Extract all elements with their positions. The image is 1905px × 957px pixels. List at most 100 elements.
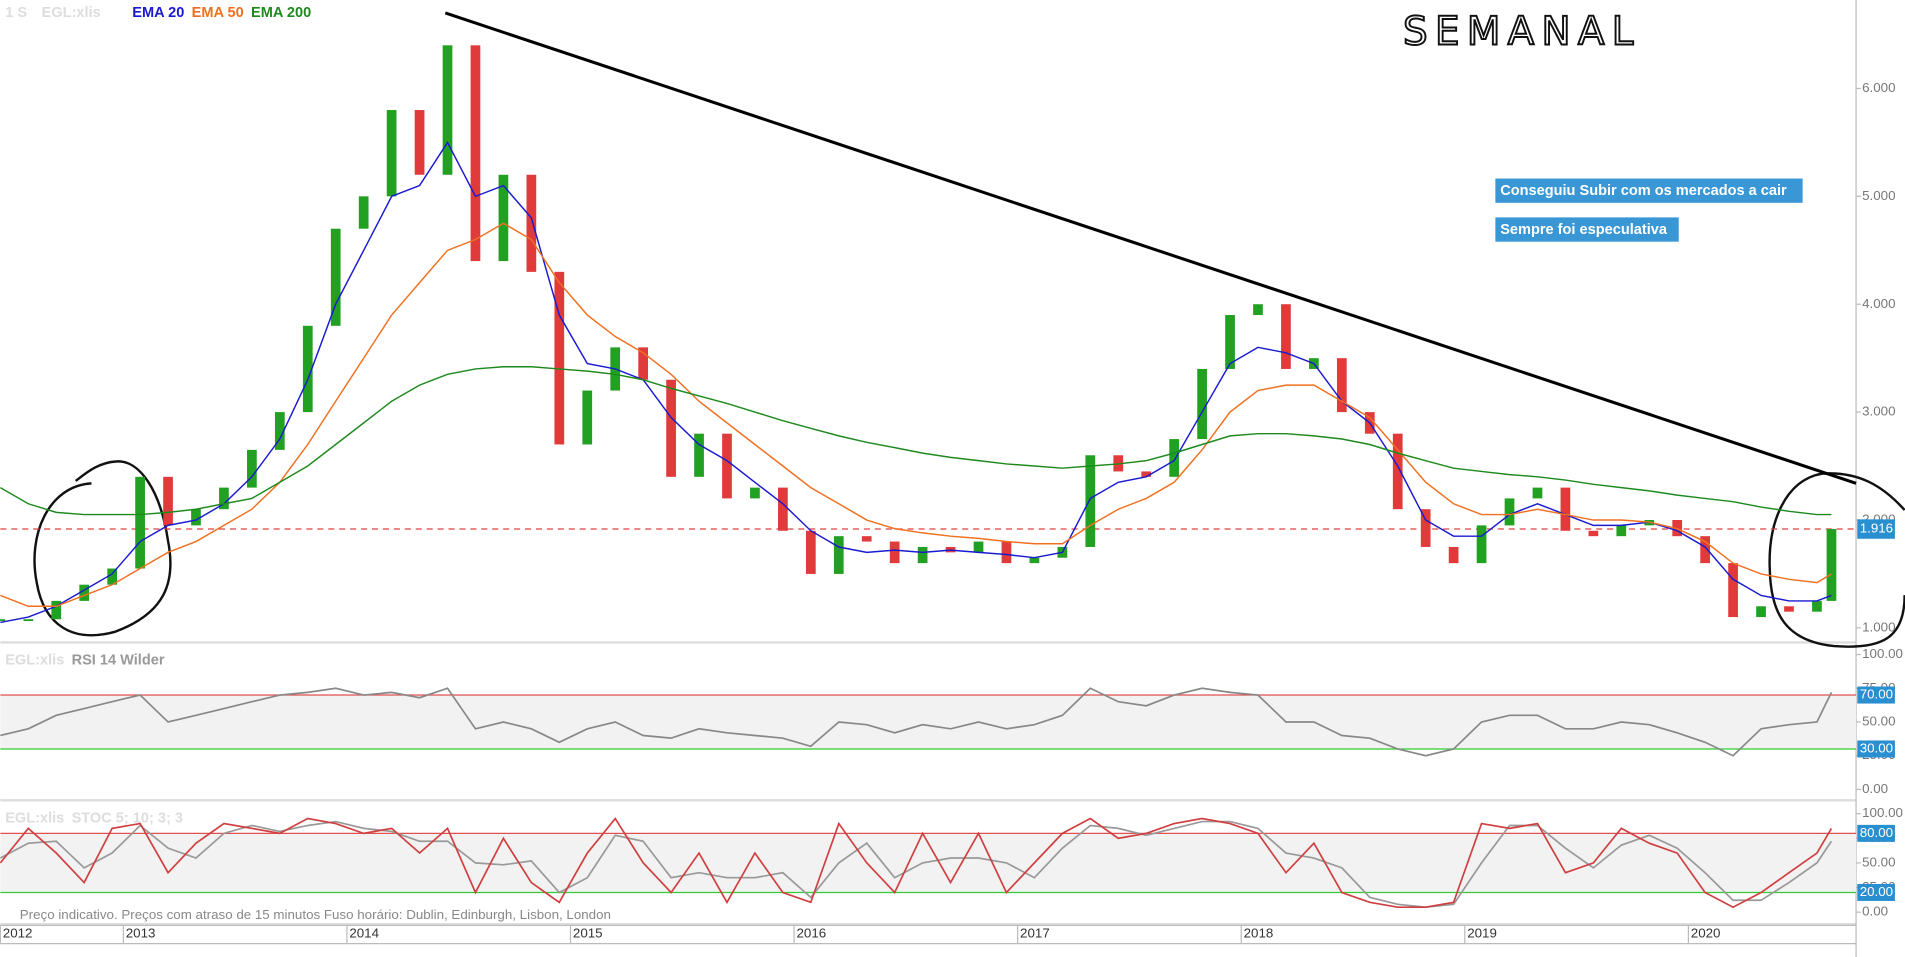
level-label: 20.00 bbox=[1860, 884, 1893, 899]
candle bbox=[638, 347, 649, 380]
candle bbox=[889, 541, 900, 564]
candle bbox=[1085, 455, 1096, 547]
hand-circle bbox=[1768, 472, 1905, 648]
candle bbox=[1001, 541, 1012, 564]
legend-entry: EGL:xlis bbox=[42, 5, 101, 21]
y-tick-label: 4.000 bbox=[1862, 296, 1895, 311]
candle bbox=[0, 619, 6, 622]
candle bbox=[805, 530, 816, 574]
candle bbox=[247, 449, 257, 488]
footer: Preço indicativo. Preços com atraso de 1… bbox=[20, 907, 611, 922]
candle bbox=[1197, 368, 1207, 440]
candle bbox=[1281, 304, 1291, 369]
x-tick-label: 2012 bbox=[3, 925, 33, 940]
x-tick-label: 2018 bbox=[1244, 925, 1274, 940]
legend-entry: EMA 20 bbox=[132, 5, 184, 21]
y-tick-label: 6.000 bbox=[1862, 80, 1895, 95]
candle bbox=[51, 600, 62, 620]
candle bbox=[1532, 487, 1543, 499]
series-line bbox=[0, 817, 1833, 909]
last-price-label: 1.916 bbox=[1860, 521, 1893, 536]
candle bbox=[1476, 525, 1487, 564]
x-tick-label: 2014 bbox=[349, 925, 379, 940]
candle bbox=[1169, 439, 1180, 477]
panel-indicator: RSI 14 Wilder bbox=[72, 653, 165, 669]
level-label-box bbox=[1857, 883, 1895, 901]
interval: 1 S bbox=[5, 5, 27, 21]
candle bbox=[1588, 530, 1599, 537]
candle bbox=[442, 45, 453, 175]
y-tick-label: 50.00 bbox=[1862, 854, 1895, 869]
candle bbox=[386, 110, 397, 197]
series-line bbox=[0, 222, 1832, 607]
candle bbox=[1392, 433, 1403, 510]
candle bbox=[135, 476, 145, 569]
candle bbox=[1504, 498, 1515, 526]
candle bbox=[1756, 606, 1766, 618]
y-tick-label: 50.00 bbox=[1862, 714, 1895, 729]
candle bbox=[1700, 536, 1711, 564]
y-tick-label: 3.000 bbox=[1862, 404, 1895, 419]
candle bbox=[1560, 487, 1571, 531]
candle bbox=[163, 476, 173, 526]
candle bbox=[1616, 525, 1627, 537]
candle bbox=[1728, 563, 1738, 618]
candle bbox=[23, 619, 34, 622]
candle bbox=[861, 536, 872, 542]
candle bbox=[330, 228, 341, 326]
candle bbox=[554, 271, 565, 445]
candle bbox=[1225, 315, 1235, 369]
candle bbox=[498, 174, 509, 262]
annotation-box bbox=[1495, 217, 1679, 242]
annotation: Conseguiu Subir com os mercados a cair bbox=[1500, 183, 1787, 199]
level-label: 30.00 bbox=[1860, 740, 1893, 755]
last-price-box bbox=[1857, 519, 1895, 539]
legend-entry: EMA 50 bbox=[192, 5, 244, 21]
candle bbox=[778, 487, 788, 531]
candle bbox=[1420, 509, 1431, 547]
level-label: 70.00 bbox=[1860, 687, 1893, 702]
candle bbox=[582, 390, 593, 445]
y-tick-label: 100.00 bbox=[1862, 805, 1903, 820]
candle bbox=[1029, 557, 1040, 564]
candle bbox=[1253, 304, 1263, 316]
panel-symbol: EGL:xlis bbox=[5, 810, 64, 826]
candle bbox=[526, 174, 537, 272]
legend-entry: EMA 200 bbox=[251, 5, 311, 21]
level-label-box bbox=[1857, 740, 1895, 758]
trendline bbox=[444, 11, 1857, 485]
candle bbox=[191, 509, 201, 526]
y-tick-label: 1.000 bbox=[1862, 619, 1895, 634]
x-tick-label: 2020 bbox=[1691, 925, 1721, 940]
hand-circle bbox=[33, 460, 172, 637]
candle bbox=[79, 584, 90, 601]
candle bbox=[1826, 529, 1837, 601]
x-tick-label: 2015 bbox=[573, 925, 603, 940]
candle bbox=[302, 325, 313, 413]
candle bbox=[666, 379, 676, 477]
candle bbox=[219, 487, 229, 510]
x-tick-label: 2013 bbox=[126, 925, 156, 940]
panel-indicator: STOC 5; 10; 3; 3 bbox=[72, 810, 183, 826]
y-tick-label: 100.00 bbox=[1862, 646, 1903, 661]
panel-symbol: EGL:xlis bbox=[5, 653, 64, 669]
candle bbox=[1141, 471, 1152, 477]
candle bbox=[973, 541, 984, 553]
series-line bbox=[0, 366, 1832, 516]
candle bbox=[917, 546, 928, 564]
candle bbox=[274, 412, 285, 450]
candle bbox=[833, 536, 844, 574]
x-tick-label: 2016 bbox=[796, 925, 826, 940]
candle bbox=[1336, 358, 1347, 413]
level-label-box bbox=[1857, 686, 1895, 704]
series-line bbox=[0, 687, 1833, 757]
y-tick-label: 0.00 bbox=[1862, 781, 1888, 796]
series-line bbox=[0, 820, 1833, 909]
candle bbox=[750, 487, 760, 499]
candle bbox=[1812, 600, 1822, 612]
candle bbox=[1784, 606, 1794, 612]
level-band bbox=[0, 695, 1857, 749]
y-tick-label: 0.00 bbox=[1862, 904, 1888, 919]
